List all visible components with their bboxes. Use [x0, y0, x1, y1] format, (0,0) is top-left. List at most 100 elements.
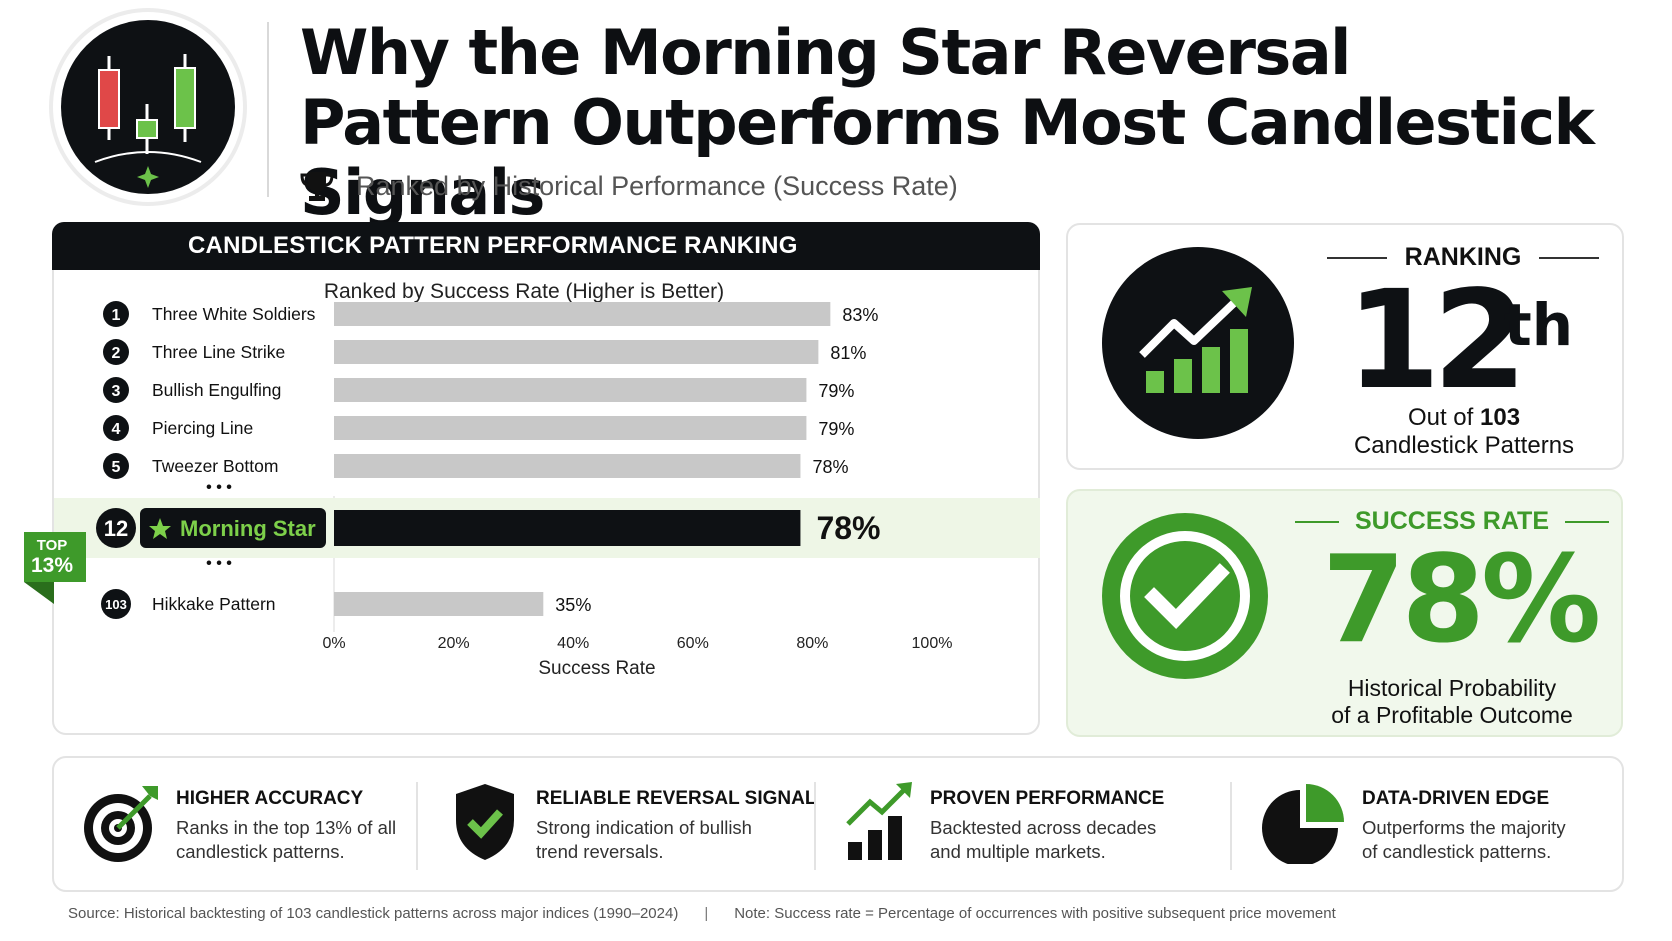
footer: Source: Historical backtesting of 103 ca… — [68, 905, 1336, 922]
value-label: 81% — [830, 343, 866, 363]
value-label: 79% — [818, 419, 854, 439]
rank-marker — [103, 301, 129, 327]
feature-title: HIGHER ACCURACY — [176, 788, 364, 809]
rank-marker — [103, 339, 129, 365]
value-label: 78% — [812, 457, 848, 477]
x-axis-label: Success Rate — [538, 658, 655, 679]
ranking-label: RANKING — [1404, 243, 1522, 271]
title-line-1: Why the Morning Star Reversal — [300, 16, 1351, 89]
value-label: 83% — [842, 305, 878, 325]
rank-label: 2 — [112, 345, 121, 362]
success-desc-line-1: Historical Probability — [1347, 675, 1557, 701]
feature-description: Backtested across decades and multiple m… — [930, 817, 1157, 862]
rank-label: 12 — [104, 516, 128, 541]
feature-divider — [416, 782, 418, 870]
footer-note: Note: Success rate = Percentage of occur… — [734, 905, 1336, 922]
subtitle: Ranked by Historical Performance (Succes… — [356, 170, 958, 201]
feature-higher-accuracy: HIGHER ACCURACY Ranks in the top 13% of … — [54, 758, 414, 894]
subtitle-row: Ranked by Historical Performance (Succes… — [300, 166, 958, 206]
footer-separator: | — [704, 905, 709, 922]
star-icon — [149, 518, 171, 539]
value-label: 78% — [816, 510, 880, 546]
feature-proven-performance: PROVEN PERFORMANCE Backtested across dec… — [818, 758, 1198, 894]
target-icon — [84, 786, 158, 862]
rank-suffix: th — [1504, 291, 1574, 359]
bar — [334, 510, 801, 546]
rank-marker — [103, 453, 129, 479]
feature-title: RELIABLE REVERSAL SIGNAL — [536, 788, 817, 809]
bar-chart: 1 Three White Soldiers 83% 2 Three Line Stri… — [54, 301, 1040, 679]
success-description: Historical Probability of a Profitable O… — [1293, 675, 1611, 729]
bar — [334, 454, 801, 478]
rank-marker — [103, 377, 129, 403]
title-line-2: Pattern Outperforms Most Candlestick Sig… — [300, 86, 1595, 229]
bar — [334, 340, 819, 364]
trophy-icon — [300, 172, 334, 201]
rank-number: 12 — [1346, 262, 1527, 420]
feature-description: Strong indication of bullish trend rever… — [536, 817, 752, 862]
out-of-line-2: Candlestick Patterns — [1353, 432, 1575, 459]
out-of-prefix: Out of — [1407, 404, 1480, 431]
category-label: Hikkake Pattern — [152, 594, 276, 614]
category-label: Three White Soldiers — [152, 304, 316, 324]
badge-percent-text: 13% — [31, 554, 73, 577]
category-label: Piercing Line — [152, 418, 253, 438]
category-label: Morning Star — [180, 516, 316, 541]
rank-marker — [101, 589, 131, 619]
bar — [334, 592, 544, 616]
candlestick-logo-icon — [61, 20, 235, 194]
chart-title: CANDLESTICK PATTERN PERFORMANCE RANKING — [52, 222, 1040, 270]
feature-data-driven-edge: DATA-DRIVEN EDGE Outperforms the majorit… — [1234, 758, 1624, 894]
rank-label: 1 — [112, 307, 121, 324]
success-label-row: SUCCESS RATE — [1293, 507, 1611, 536]
page-title: Why the Morning Star Reversal Pattern Ou… — [300, 18, 1650, 228]
title-separator — [267, 22, 269, 197]
growth-chart-icon — [1102, 247, 1294, 439]
bar — [334, 302, 831, 326]
rank-marker — [96, 508, 136, 548]
success-rate-card: SUCCESS RATE 78% Historical Probability … — [1066, 489, 1623, 737]
features-panel: HIGHER ACCURACY Ranks in the top 13% of … — [52, 756, 1624, 892]
value-label: 79% — [818, 381, 854, 401]
footer-source: Source: Historical backtesting of 103 ca… — [68, 905, 679, 922]
category-label: Bullish Engulfing — [152, 380, 281, 400]
bar — [334, 416, 807, 440]
success-label: SUCCESS RATE — [1354, 507, 1549, 535]
rank-label: 5 — [112, 459, 121, 476]
category-label: Three Line Strike — [152, 342, 285, 362]
top-badge: TOP 13% — [24, 532, 86, 604]
feature-reliable-reversal: RELIABLE REVERSAL SIGNAL Strong indicati… — [420, 758, 816, 894]
gap-marker: • • • — [206, 555, 232, 572]
success-desc-line-2: of a Profitable Outcome — [1331, 702, 1573, 728]
bar — [334, 378, 807, 402]
out-of-value: 103 — [1480, 404, 1521, 431]
feature-title: PROVEN PERFORMANCE — [930, 788, 1165, 809]
x-tick-label: 100% — [912, 635, 953, 652]
value-label: 35% — [555, 595, 591, 615]
gap-marker: • • • — [206, 479, 232, 496]
chart-caption: Ranked by Success Rate (Higher is Better… — [323, 280, 725, 303]
rank-out-of: Out of 103 Candlestick Patterns — [1318, 404, 1610, 460]
x-tick-label: 40% — [557, 635, 589, 652]
feature-title: DATA-DRIVEN EDGE — [1362, 788, 1550, 809]
ranking-chart-panel: CANDLESTICK PATTERN PERFORMANCE RANKING … — [52, 222, 1040, 735]
rank-marker — [103, 415, 129, 441]
shield-check-icon — [456, 784, 514, 860]
ranking-card: RANKING 12 th Out of 103 Candlestick Pat… — [1066, 223, 1624, 470]
x-tick-label: 0% — [322, 635, 345, 652]
ranking-label-row: RANKING — [1318, 243, 1608, 272]
rank-label: 3 — [112, 383, 121, 400]
feature-description: Ranks in the top 13% of all candlestick … — [176, 817, 397, 862]
x-tick-label: 60% — [677, 635, 709, 652]
check-circle-icon — [1102, 513, 1268, 679]
category-label: Tweezer Bottom — [152, 456, 278, 476]
success-value: 78% — [1322, 531, 1601, 670]
feature-divider — [1230, 782, 1232, 870]
feature-divider — [814, 782, 816, 870]
pie-chart-icon — [1262, 784, 1344, 864]
rank-label: 103 — [105, 597, 127, 612]
logo — [53, 12, 243, 202]
highlight-label-pill — [140, 508, 326, 548]
rank-label: 4 — [112, 421, 121, 438]
badge-top-text: TOP — [37, 537, 68, 554]
